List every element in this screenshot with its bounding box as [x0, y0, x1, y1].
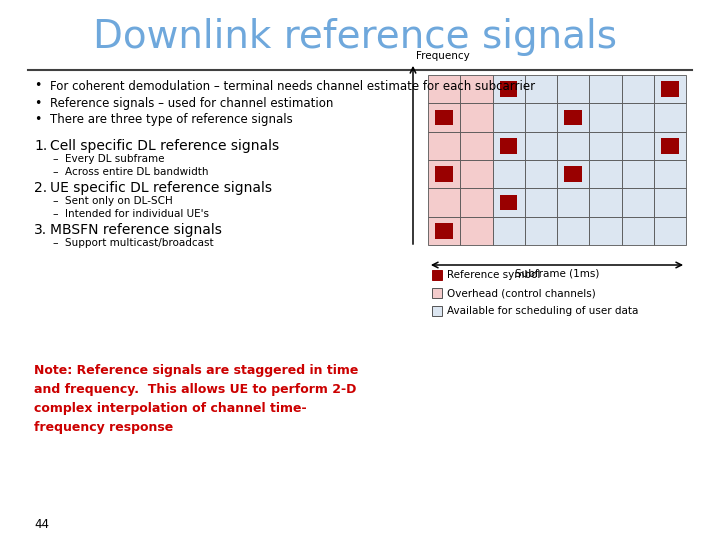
- Bar: [500, 82, 518, 97]
- Bar: [661, 138, 679, 153]
- Bar: [525, 160, 557, 188]
- Bar: [432, 270, 442, 280]
- Bar: [621, 75, 654, 103]
- Text: 44: 44: [34, 518, 49, 531]
- Bar: [654, 160, 686, 188]
- Text: Downlink reference signals: Downlink reference signals: [93, 18, 617, 56]
- Bar: [492, 132, 525, 160]
- Bar: [460, 188, 492, 217]
- Text: Every DL subframe: Every DL subframe: [65, 154, 164, 164]
- Bar: [525, 75, 557, 103]
- Text: Across entire DL bandwidth: Across entire DL bandwidth: [65, 167, 209, 177]
- Bar: [621, 132, 654, 160]
- Text: –: –: [52, 196, 58, 206]
- Text: Support multicast/broadcast: Support multicast/broadcast: [65, 238, 214, 248]
- Bar: [589, 217, 621, 245]
- Text: Note: Reference signals are staggered in time
and frequency.  This allows UE to : Note: Reference signals are staggered in…: [34, 364, 359, 434]
- Text: Reference signals – used for channel estimation: Reference signals – used for channel est…: [50, 97, 333, 110]
- Text: There are three type of reference signals: There are three type of reference signal…: [50, 113, 293, 126]
- Text: Cell specific DL reference signals: Cell specific DL reference signals: [50, 139, 279, 153]
- Bar: [492, 160, 525, 188]
- Bar: [654, 132, 686, 160]
- Text: Overhead (control channels): Overhead (control channels): [447, 288, 595, 298]
- Bar: [492, 75, 525, 103]
- Bar: [557, 75, 589, 103]
- Bar: [525, 188, 557, 217]
- Text: Reference symbol: Reference symbol: [447, 270, 541, 280]
- Text: 3.: 3.: [34, 223, 47, 237]
- Bar: [428, 75, 460, 103]
- Bar: [500, 195, 518, 210]
- Bar: [500, 138, 518, 153]
- Bar: [557, 188, 589, 217]
- Text: Intended for individual UE's: Intended for individual UE's: [65, 209, 209, 219]
- Text: –: –: [52, 154, 58, 164]
- Text: Available for scheduling of user data: Available for scheduling of user data: [447, 306, 639, 316]
- Bar: [654, 188, 686, 217]
- Bar: [432, 288, 442, 298]
- Text: –: –: [52, 209, 58, 219]
- Bar: [589, 160, 621, 188]
- Text: Frequency: Frequency: [416, 51, 469, 61]
- Bar: [436, 166, 453, 182]
- Bar: [460, 132, 492, 160]
- Bar: [589, 75, 621, 103]
- Bar: [428, 103, 460, 132]
- Bar: [564, 166, 582, 182]
- Bar: [428, 132, 460, 160]
- Bar: [492, 188, 525, 217]
- Bar: [557, 103, 589, 132]
- Bar: [621, 188, 654, 217]
- Bar: [564, 110, 582, 125]
- Text: •: •: [34, 79, 41, 92]
- Bar: [460, 75, 492, 103]
- Bar: [621, 160, 654, 188]
- Bar: [589, 132, 621, 160]
- Bar: [460, 217, 492, 245]
- Bar: [436, 223, 453, 239]
- Text: •: •: [34, 113, 41, 126]
- Bar: [525, 217, 557, 245]
- Bar: [621, 103, 654, 132]
- Bar: [557, 217, 589, 245]
- Bar: [557, 132, 589, 160]
- Text: MBSFN reference signals: MBSFN reference signals: [50, 223, 222, 237]
- Bar: [654, 217, 686, 245]
- Text: Sent only on DL-SCH: Sent only on DL-SCH: [65, 196, 173, 206]
- Bar: [525, 103, 557, 132]
- Bar: [492, 103, 525, 132]
- Bar: [428, 188, 460, 217]
- Bar: [621, 217, 654, 245]
- Bar: [460, 160, 492, 188]
- Bar: [654, 75, 686, 103]
- Bar: [661, 82, 679, 97]
- Text: Subframe (1ms): Subframe (1ms): [515, 268, 599, 278]
- Bar: [432, 306, 442, 316]
- Text: 1.: 1.: [34, 139, 48, 153]
- Bar: [428, 160, 460, 188]
- Bar: [492, 217, 525, 245]
- Bar: [436, 110, 453, 125]
- Text: 2.: 2.: [34, 181, 47, 195]
- Text: –: –: [52, 238, 58, 248]
- Bar: [557, 160, 589, 188]
- Text: UE specific DL reference signals: UE specific DL reference signals: [50, 181, 272, 195]
- Bar: [428, 217, 460, 245]
- Bar: [589, 188, 621, 217]
- Bar: [460, 103, 492, 132]
- Text: For coherent demodulation – terminal needs channel estimate for each subcarrier: For coherent demodulation – terminal nee…: [50, 79, 535, 92]
- Bar: [654, 103, 686, 132]
- Text: •: •: [34, 97, 41, 110]
- Bar: [525, 132, 557, 160]
- Text: –: –: [52, 167, 58, 177]
- Bar: [589, 103, 621, 132]
